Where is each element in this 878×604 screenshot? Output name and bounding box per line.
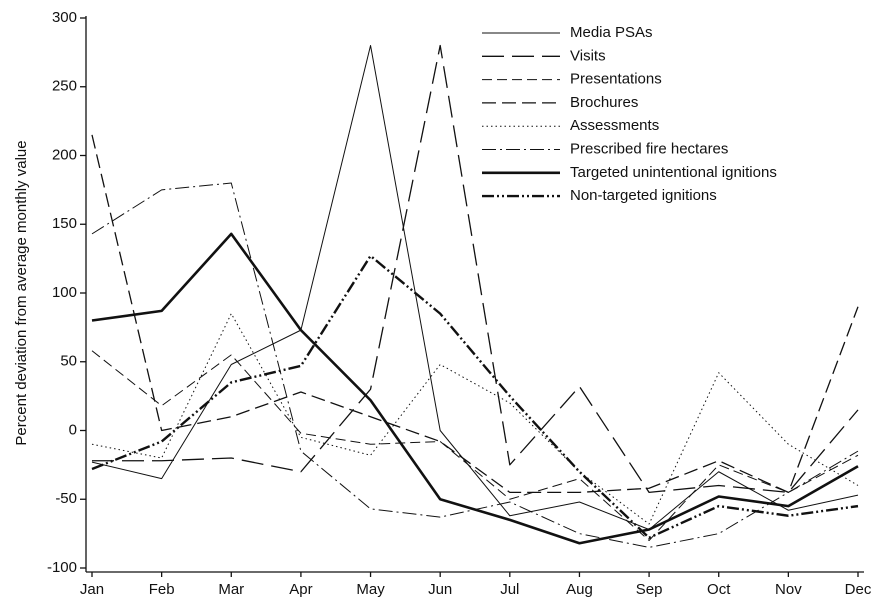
y-tick-label: 150	[52, 215, 77, 232]
legend-label: Non-targeted ignitions	[570, 187, 717, 204]
series-line	[91, 254, 859, 539]
y-tick-label: 0	[69, 421, 77, 438]
x-tick-label: Mar	[218, 581, 244, 598]
x-tick-label: Apr	[289, 581, 312, 598]
y-axis-label: Percent deviation from average monthly v…	[13, 140, 30, 445]
series-line	[91, 313, 859, 525]
y-tick-label: 300	[52, 9, 77, 26]
legend-label: Prescribed fire hectares	[570, 140, 728, 157]
x-tick-label: Jul	[500, 581, 519, 598]
series-line	[91, 232, 859, 545]
legend-label: Brochures	[570, 94, 638, 111]
x-tick-label: Feb	[149, 581, 175, 598]
x-tick-label: May	[356, 581, 385, 598]
series-line	[91, 350, 859, 541]
series-line	[92, 44, 859, 494]
x-tick-label: Jan	[80, 581, 104, 598]
legend-label: Media PSAs	[570, 24, 653, 41]
y-tick-label: -100	[47, 559, 77, 576]
y-tick-label: 50	[60, 353, 77, 370]
y-tick-label: 100	[52, 284, 77, 301]
legend-label: Visits	[570, 47, 606, 64]
legend-label: Assessments	[570, 117, 659, 134]
y-tick-label: 250	[52, 78, 77, 95]
series-line	[91, 134, 859, 494]
x-tick-label: Aug	[566, 581, 593, 598]
series-line	[91, 45, 859, 530]
x-tick-label: Sep	[636, 581, 663, 598]
legend-label: Presentations	[570, 71, 662, 88]
x-tick-label: Nov	[775, 581, 802, 598]
legend-label: Targeted unintentional ignitions	[570, 164, 777, 181]
x-tick-label: Dec	[845, 581, 872, 598]
x-tick-label: Oct	[707, 581, 731, 598]
y-tick-label: 200	[52, 146, 77, 163]
series-line	[91, 182, 859, 548]
y-tick-label: -50	[55, 490, 77, 507]
x-tick-label: Jun	[428, 581, 452, 598]
